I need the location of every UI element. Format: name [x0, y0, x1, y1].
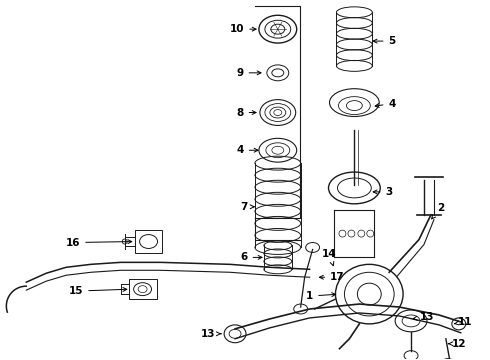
Text: 14: 14: [322, 249, 337, 266]
Text: 9: 9: [237, 68, 261, 78]
Text: 5: 5: [373, 36, 396, 46]
Text: 2: 2: [432, 203, 444, 219]
Text: 12: 12: [448, 339, 466, 349]
Text: 6: 6: [241, 252, 262, 262]
Bar: [129, 279, 156, 299]
Bar: [135, 230, 163, 253]
Text: 11: 11: [455, 317, 472, 327]
Text: 16: 16: [66, 238, 132, 248]
Text: 3: 3: [373, 187, 393, 197]
Text: 13: 13: [413, 312, 434, 322]
Text: 10: 10: [230, 24, 256, 34]
Text: 15: 15: [69, 286, 127, 296]
Text: 1: 1: [306, 291, 336, 301]
Text: 4: 4: [375, 99, 396, 109]
Text: 7: 7: [240, 202, 254, 212]
Text: 17: 17: [319, 272, 345, 282]
Text: 4: 4: [236, 145, 258, 155]
Text: 13: 13: [201, 329, 221, 339]
Text: 8: 8: [236, 108, 256, 117]
